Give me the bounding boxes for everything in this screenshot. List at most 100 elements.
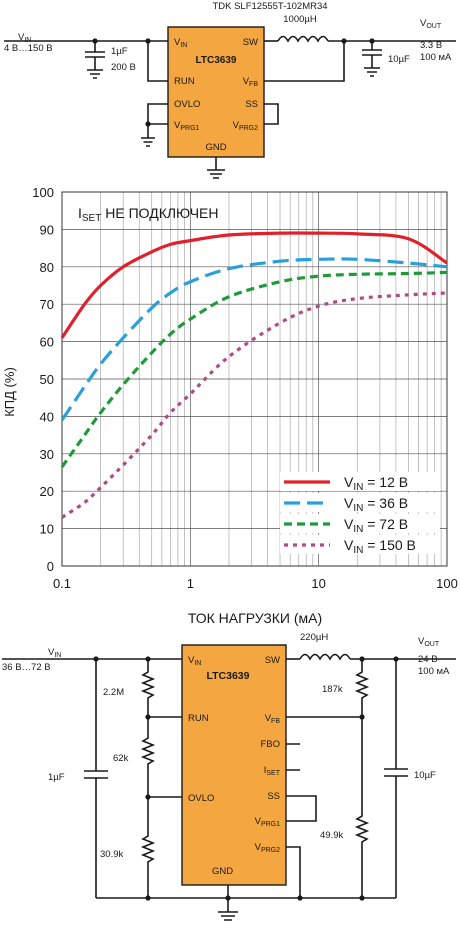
junction-dot [145, 895, 151, 901]
r2-label: 62k [113, 753, 129, 764]
chart-legend: VIN = 12 В VIN = 36 В VIN = 72 В VIN = 150 … [280, 472, 440, 556]
resistor-2-2m [140, 659, 156, 717]
chip-name: LTC3639 [207, 670, 250, 682]
pin-ss: SS [245, 99, 258, 110]
x-tick-label: 1 [187, 576, 194, 591]
legend-bg [280, 493, 440, 512]
ss-vprg2-wire [264, 103, 279, 125]
y-tick-label: 0 [47, 559, 54, 574]
vin-range-label: 36 В…72 В [2, 662, 51, 673]
y-axis-label: КПД (%) [2, 367, 17, 417]
pin-vfb: VFB [265, 713, 281, 725]
run-wire [147, 41, 168, 82]
series-line-3 [60, 270, 448, 468]
y-tick-label: 60 [40, 335, 54, 350]
cin-value-label: 1µF [48, 772, 65, 783]
y-tick-label: 80 [40, 260, 54, 275]
pin-fbo: FBO [260, 739, 280, 750]
legend-label-1: VIN = 12 В [344, 474, 408, 493]
input-capacitor [84, 659, 108, 898]
pin-iset: ISET [264, 765, 281, 777]
x-tick-label: 0.1 [53, 576, 71, 591]
vout-value-label: 24 В [418, 654, 438, 665]
cin-value-label: 1µF [111, 46, 128, 57]
pin-gnd: GND [205, 142, 226, 153]
ground-symbol [207, 157, 225, 179]
legend-label-2: VIN = 36 В [344, 495, 408, 514]
legend-bg [280, 514, 440, 533]
y-tick-label: 40 [40, 409, 54, 424]
pin-sw: SW [265, 655, 280, 666]
y-tick-label: 10 [40, 522, 54, 537]
pin-ovlo: OVLO [188, 793, 214, 804]
resistor-187k [354, 659, 370, 717]
pin-vprg1: VPRG1 [174, 120, 200, 132]
ltc3639-chip [167, 26, 265, 158]
cout-value-label: 10µF [414, 770, 436, 781]
pin-vfb: VFB [243, 76, 259, 88]
vout-value-label: 3.3 В [420, 40, 442, 51]
ground-symbol [218, 898, 238, 921]
pin-vprg2: VPRG2 [255, 842, 281, 854]
vin-label: VIN [48, 647, 61, 659]
cout-value-label: 10µF [388, 54, 410, 65]
pin-gnd: GND [212, 866, 233, 877]
ss-vprg1-wire [286, 795, 317, 822]
r3-label: 30.9k [100, 849, 123, 860]
pin-ovlo: OVLO [174, 99, 200, 110]
vout-label: VOUT [418, 636, 440, 648]
r1-label: 2.2M [103, 687, 124, 698]
legend-bg [280, 472, 440, 491]
resistor-62k [140, 717, 156, 797]
cin-voltage-label: 200 В [111, 62, 136, 73]
ltc3639-chip [181, 644, 287, 886]
series-line-1 [60, 231, 448, 339]
chip-name: LTC3639 [196, 55, 237, 66]
inductor-part-label: TDK SLF12555T-102MR34 [212, 1, 327, 12]
chart-title: ISET НЕ ПОДКЛЮЧЕН [78, 205, 219, 224]
output-capacitor [384, 659, 408, 898]
input-capacitor [85, 41, 105, 79]
pin-run: RUN [188, 713, 209, 724]
efficiency-chart: 0 10 20 30 40 50 60 70 80 90 100 0.1 1 10 100 VIN = 12… [2, 185, 458, 626]
y-tick-label: 70 [40, 297, 54, 312]
ovlo-vprg1-wire [147, 103, 168, 138]
pin-ss: SS [267, 791, 280, 802]
fbo-iset-stubs [286, 743, 300, 771]
vout-label: VOUT [420, 18, 442, 30]
bottom-schematic: VIN 36 В…72 В 1µF 2.2M 62k 30.9k LTC3639… [2, 632, 456, 921]
inductor-symbol [277, 35, 329, 43]
vprg2-wire [286, 846, 301, 898]
pin-sw: SW [243, 37, 258, 48]
resistor-30-9k [140, 797, 156, 898]
y-tick-label: 90 [40, 222, 54, 237]
y-tick-label: 50 [40, 372, 54, 387]
pin-vin: VIN [174, 37, 187, 49]
pin-vprg1: VPRG1 [255, 816, 281, 828]
legend-label-3: VIN = 72 В [344, 516, 408, 535]
chart-axes: 0 10 20 30 40 50 60 70 80 90 100 0.1 1 10 100 [32, 185, 458, 591]
series-line-2 [60, 257, 448, 422]
inductor-value-label: 220µH [300, 632, 328, 643]
r-top-label: 187k [322, 684, 343, 695]
resistor-49-9k [354, 717, 370, 898]
inductor-symbol [299, 653, 351, 661]
vin-range-label: 4 В…150 В [4, 43, 53, 54]
feedback-wire [264, 41, 345, 82]
legend-bg [280, 535, 440, 554]
legend-label-4: VIN = 150 В [344, 537, 416, 556]
pin-vprg2: VPRG2 [233, 120, 259, 132]
top-schematic: TDK SLF12555T-102MR34 1000µH VIN 4 В…150… [4, 1, 456, 179]
y-tick-label: 100 [32, 185, 54, 200]
inductor-value-label: 1000µH [283, 14, 317, 25]
x-tick-label: 10 [311, 576, 325, 591]
r-bottom-label: 49.9k [320, 830, 343, 841]
chart-series [60, 231, 448, 519]
x-tick-label: 100 [436, 576, 458, 591]
junction-dot [145, 121, 151, 127]
ground-symbol [141, 137, 155, 147]
x-axis-label: ТОК НАГРУЗКИ (мА) [188, 610, 322, 626]
y-tick-label: 30 [40, 447, 54, 462]
pin-run: RUN [174, 76, 195, 87]
pin-vin: VIN [188, 655, 201, 667]
